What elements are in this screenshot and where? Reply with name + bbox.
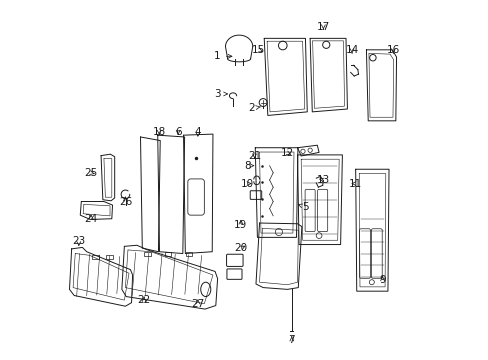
Text: 5: 5: [298, 202, 308, 212]
Bar: [185, 252, 192, 256]
Text: 17: 17: [316, 22, 329, 32]
Text: 14: 14: [345, 45, 358, 55]
Bar: [164, 252, 171, 256]
Text: 9: 9: [379, 275, 385, 285]
Text: 21: 21: [247, 150, 261, 161]
Text: 27: 27: [191, 299, 204, 309]
Text: 3: 3: [214, 89, 227, 99]
Bar: [92, 255, 99, 259]
Text: 24: 24: [84, 215, 98, 224]
Text: 6: 6: [175, 127, 181, 136]
Text: 2: 2: [248, 103, 260, 113]
Text: 7: 7: [288, 334, 295, 345]
Text: 13: 13: [316, 175, 329, 185]
Text: 26: 26: [119, 197, 132, 207]
Text: 23: 23: [72, 236, 85, 246]
Text: 10: 10: [240, 179, 253, 189]
Text: 12: 12: [280, 148, 294, 158]
Text: 1: 1: [214, 51, 231, 61]
Text: 20: 20: [234, 243, 247, 253]
Text: 15: 15: [252, 45, 265, 55]
Text: 22: 22: [137, 295, 150, 305]
Text: 11: 11: [348, 179, 362, 189]
Text: 25: 25: [84, 168, 98, 178]
Text: 19: 19: [234, 220, 247, 230]
Text: 8: 8: [244, 161, 253, 171]
Bar: [106, 255, 113, 259]
Text: 18: 18: [152, 127, 165, 136]
Text: 16: 16: [386, 45, 399, 55]
Text: 4: 4: [194, 127, 201, 136]
Bar: [144, 252, 150, 256]
